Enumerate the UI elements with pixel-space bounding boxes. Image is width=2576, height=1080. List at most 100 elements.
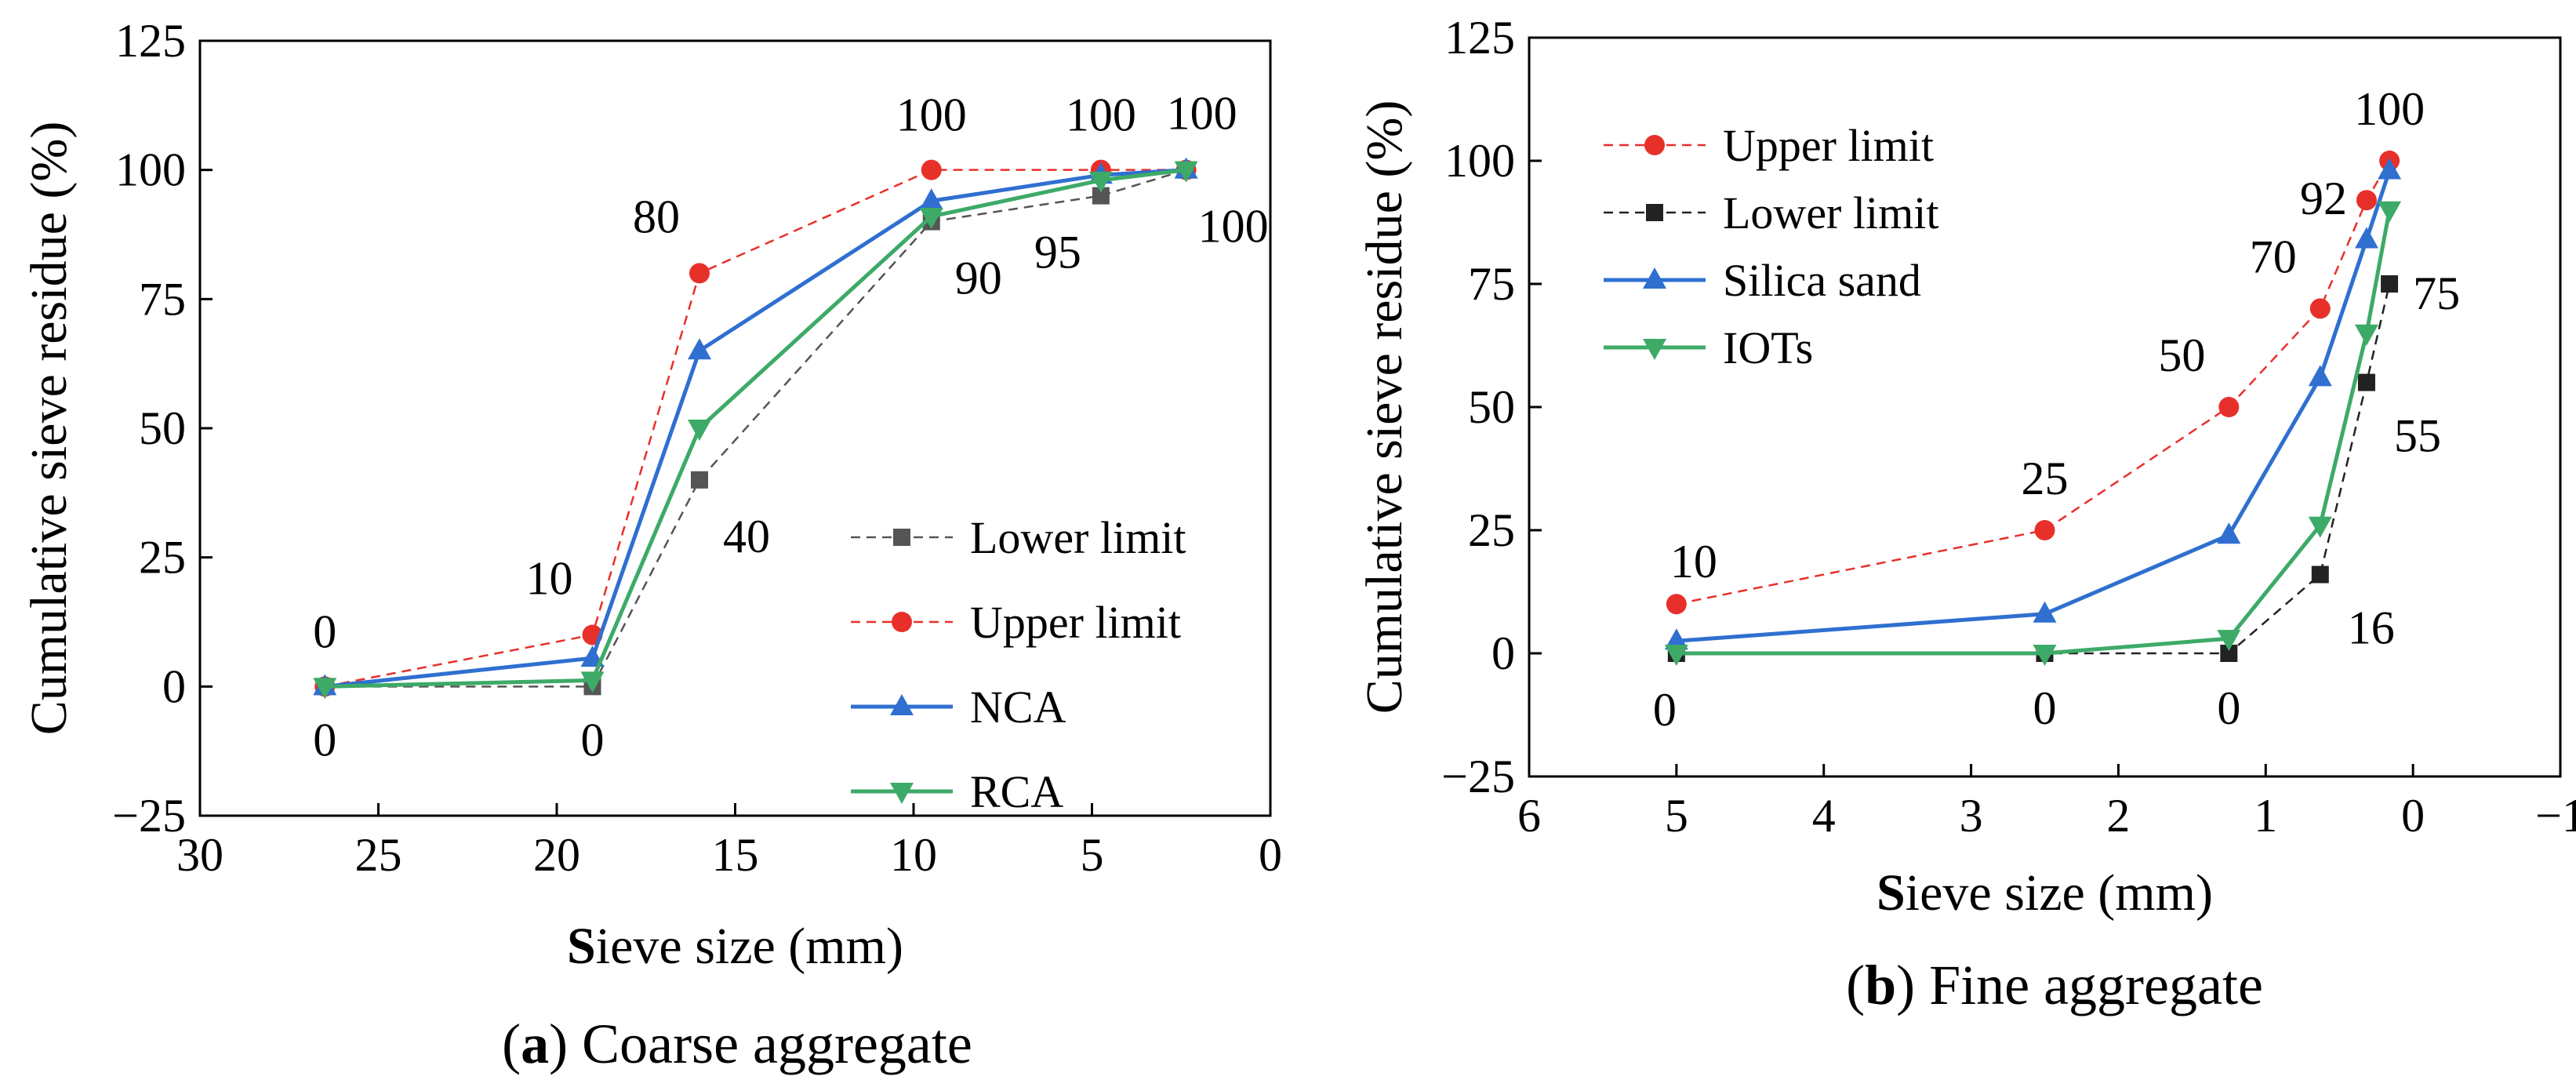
legend: Lower limit Upper limit NCA RCA <box>851 512 1186 817</box>
data-point-silica-sand <box>2308 365 2332 387</box>
x-tick-label: 25 <box>355 829 402 881</box>
data-label: 0 <box>2033 682 2057 734</box>
series-line-silica-sand <box>1676 169 2392 643</box>
data-point-rca <box>1174 161 1198 183</box>
legend-marker <box>890 694 914 715</box>
caption-part: ( <box>502 1013 521 1075</box>
legend-label: Silica sand <box>1723 255 1921 306</box>
y-tick-label: 25 <box>1468 504 1515 556</box>
data-point-lower-limit <box>1092 187 1110 205</box>
x-tick-label: 30 <box>176 829 223 881</box>
data-point-nca <box>580 645 605 667</box>
data-point-rca <box>919 207 943 229</box>
data-point-upper-limit <box>921 159 942 180</box>
caption-part: a <box>521 1013 549 1075</box>
x-tick-label: 1 <box>2254 790 2277 842</box>
x-axis-title-rest: ieve size (mm) <box>1906 864 2213 922</box>
legend: Upper limit Lower limit Silica sand IOTs <box>1604 120 1938 373</box>
data-label: 100 <box>2354 83 2425 135</box>
y-tick-label: 75 <box>1468 258 1515 310</box>
panel-caption: (b) Fine aggregate <box>1846 954 2263 1016</box>
legend-marker <box>890 783 914 804</box>
data-point-rca <box>580 671 605 693</box>
x-tick-label: 5 <box>1665 790 1688 842</box>
data-point-iots <box>2033 645 2057 666</box>
x-tick-label: −1 <box>2535 790 2576 842</box>
x-tick-label: 0 <box>2401 790 2425 842</box>
caption-part: ) Fine aggregate <box>1896 954 2263 1016</box>
y-tick-label: 125 <box>1444 12 1515 64</box>
legend-label: Upper limit <box>970 597 1181 648</box>
y-tick-label: −25 <box>1441 751 1515 802</box>
y-tick-label: 0 <box>1491 627 1515 679</box>
y-tick-label: 0 <box>162 660 186 712</box>
data-point-lower-limit <box>2311 565 2329 584</box>
x-tick-label: 15 <box>712 829 759 881</box>
data-label: 40 <box>723 511 770 562</box>
data-point-lower-limit <box>2220 645 2238 662</box>
caption-part: ( <box>1846 954 1865 1016</box>
data-label: 50 <box>2158 329 2205 381</box>
y-tick-label: 75 <box>139 273 186 325</box>
data-point-rca <box>313 678 337 700</box>
x-tick-label: 2 <box>2106 790 2130 842</box>
data-point-lower-limit <box>2357 373 2375 391</box>
legend-marker <box>1643 339 1666 360</box>
series-line-lower-limit <box>325 169 1186 688</box>
x-tick-label: 10 <box>890 829 937 881</box>
data-point-rca <box>688 420 711 441</box>
y-tick-label: 50 <box>139 402 186 454</box>
data-label: 70 <box>2250 231 2297 282</box>
data-label: 25 <box>2022 453 2069 504</box>
data-label: 55 <box>2394 410 2441 462</box>
plot-frame <box>198 39 1272 817</box>
legend-label: RCA <box>970 766 1063 817</box>
series-line-iots <box>1676 209 2392 656</box>
legend-label: Lower limit <box>970 512 1186 563</box>
series-line-rca <box>325 168 1186 689</box>
series-line-nca <box>324 168 1186 689</box>
data-point-nca <box>688 338 711 360</box>
x-tick-label: 5 <box>1081 829 1104 881</box>
y-tick-label: −25 <box>112 790 186 842</box>
x-tick-label: 4 <box>1812 790 1836 842</box>
y-tick-label: 25 <box>139 532 186 584</box>
x-axis-title-initial: S <box>1877 864 1906 922</box>
data-point-lower-limit <box>691 471 708 489</box>
legend-label: Lower limit <box>1723 187 1938 238</box>
data-label: 100 <box>1198 201 1269 253</box>
x-axis-title: Sieve size (mm) <box>567 918 903 975</box>
y-tick-label: 50 <box>1468 381 1515 433</box>
data-label: 0 <box>313 605 336 657</box>
data-label: 10 <box>526 552 573 604</box>
data-label: 75 <box>2413 267 2460 319</box>
data-point-upper-limit <box>2309 298 2331 319</box>
legend-label: IOTs <box>1723 322 1813 373</box>
data-point-silica-sand <box>2378 158 2402 180</box>
data-label: 0 <box>2217 682 2240 734</box>
data-point-lower-limit <box>2381 275 2399 293</box>
series-line-upper-limit <box>1676 160 2391 605</box>
x-tick-label: 20 <box>533 829 580 881</box>
data-label: 0 <box>313 714 336 765</box>
legend-marker <box>892 612 912 632</box>
legend-marker <box>893 529 910 546</box>
data-point-iots <box>1664 645 1688 666</box>
data-label: 100 <box>1167 88 1237 140</box>
data-label: 80 <box>633 191 680 242</box>
data-point-iots <box>2354 324 2378 346</box>
panel-caption: (a) Coarse aggregate <box>502 1013 972 1075</box>
caption-part: ) Coarse aggregate <box>549 1013 972 1075</box>
x-tick-label: 6 <box>1517 790 1541 842</box>
data-point-upper-limit <box>1666 594 1687 615</box>
data-label: 92 <box>2300 173 2347 224</box>
data-label: 100 <box>896 89 967 141</box>
data-point-iots <box>2217 630 2241 652</box>
data-point-iots <box>2378 201 2402 223</box>
caption-part: b <box>1865 954 1896 1016</box>
y-tick-label: 100 <box>115 144 186 196</box>
data-point-upper-limit <box>689 263 710 284</box>
legend-marker <box>1643 267 1666 289</box>
